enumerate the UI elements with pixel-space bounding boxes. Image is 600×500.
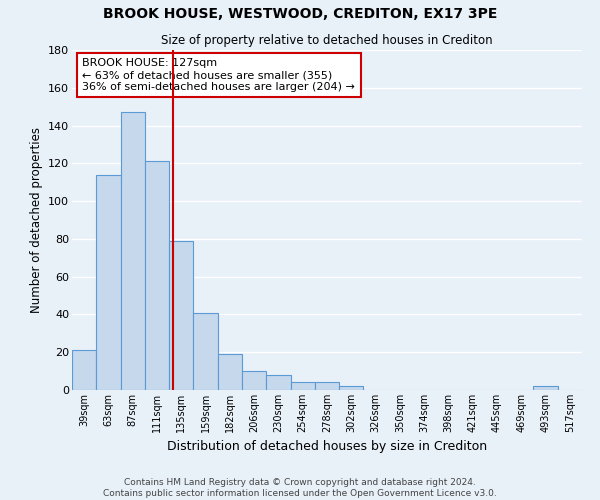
- Bar: [145, 162, 169, 390]
- Bar: [193, 312, 218, 390]
- Bar: [315, 382, 339, 390]
- Bar: [266, 375, 290, 390]
- Bar: [169, 241, 193, 390]
- Bar: [290, 382, 315, 390]
- Bar: [96, 174, 121, 390]
- Title: Size of property relative to detached houses in Crediton: Size of property relative to detached ho…: [161, 34, 493, 48]
- X-axis label: Distribution of detached houses by size in Crediton: Distribution of detached houses by size …: [167, 440, 487, 454]
- Text: BROOK HOUSE, WESTWOOD, CREDITON, EX17 3PE: BROOK HOUSE, WESTWOOD, CREDITON, EX17 3P…: [103, 8, 497, 22]
- Bar: [339, 386, 364, 390]
- Bar: [242, 371, 266, 390]
- Bar: [121, 112, 145, 390]
- Bar: [533, 386, 558, 390]
- Bar: [218, 354, 242, 390]
- Bar: [72, 350, 96, 390]
- Text: BROOK HOUSE: 127sqm
← 63% of detached houses are smaller (355)
36% of semi-detac: BROOK HOUSE: 127sqm ← 63% of detached ho…: [82, 58, 355, 92]
- Text: Contains HM Land Registry data © Crown copyright and database right 2024.
Contai: Contains HM Land Registry data © Crown c…: [103, 478, 497, 498]
- Y-axis label: Number of detached properties: Number of detached properties: [29, 127, 43, 313]
